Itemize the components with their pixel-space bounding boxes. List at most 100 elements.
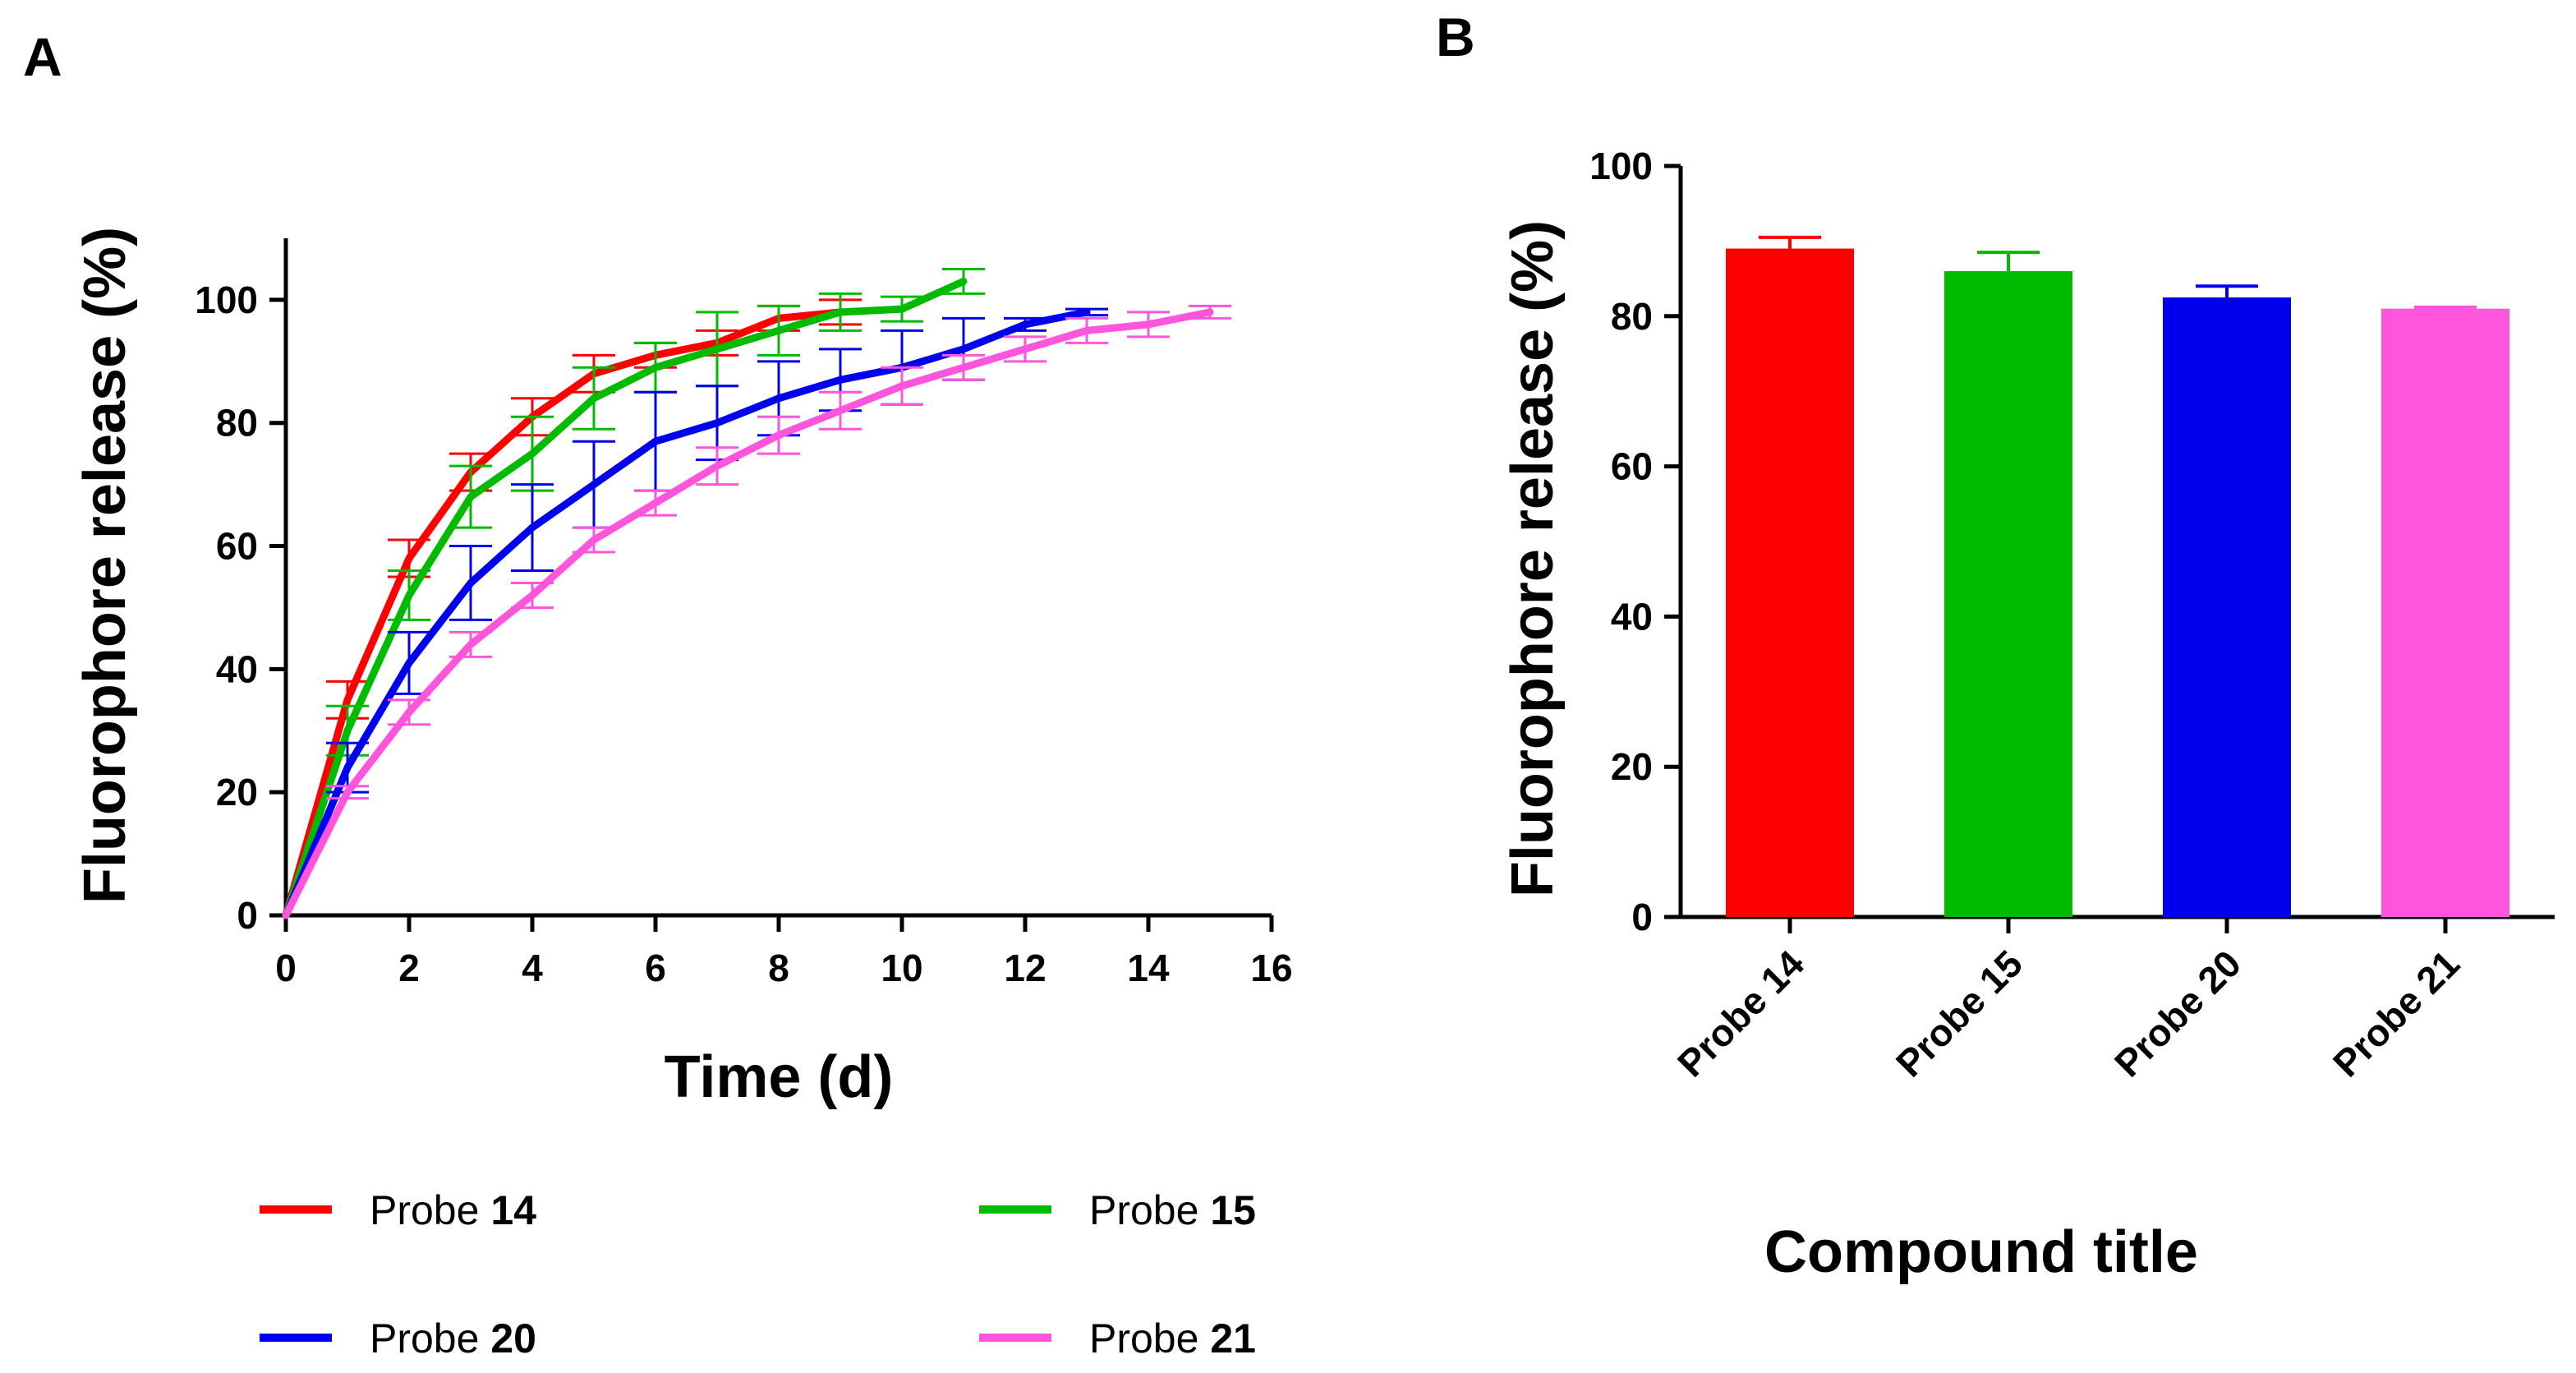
y-tick-label-b: 40 — [1611, 595, 1653, 638]
data-point-20 — [962, 347, 965, 351]
legend-item-20: Probe 20 — [260, 1315, 536, 1361]
data-point-20 — [715, 421, 719, 425]
line-chart-a: 0 20 40 60 80 100 0 2 4 6 8 10 12 14 16 — [195, 238, 1293, 989]
data-point-21 — [469, 643, 472, 647]
data-point-20 — [592, 482, 596, 486]
x-tick-label-b: Probe 15 — [1888, 942, 2031, 1085]
data-point-20 — [407, 661, 411, 665]
data-point-20 — [654, 440, 657, 444]
data-point-21 — [900, 384, 904, 388]
data-point-20 — [469, 581, 472, 585]
series-20 — [282, 307, 1108, 919]
data-point-15 — [962, 279, 965, 283]
series-15 — [282, 267, 985, 919]
data-point-20 — [346, 766, 349, 770]
x-tick-label-a: 10 — [881, 947, 922, 989]
series-21 — [282, 304, 1231, 919]
data-point-21 — [777, 433, 780, 437]
x-tick-label-b: Probe 14 — [1669, 942, 1812, 1085]
data-point-20 — [1024, 322, 1027, 326]
legend-label-name: Probe — [1089, 1315, 1210, 1361]
x-tick-label-b: Probe 20 — [2106, 942, 2249, 1085]
y-tick-label-a: 80 — [216, 402, 258, 445]
legend-label-number: 15 — [1210, 1187, 1256, 1233]
data-point-21 — [715, 464, 719, 468]
legend-label-number: 21 — [1210, 1315, 1256, 1361]
data-point-20 — [531, 526, 534, 530]
x-tick-label-a: 14 — [1127, 947, 1170, 989]
legend-label-20: Probe 20 — [370, 1315, 536, 1361]
data-point-15 — [900, 307, 904, 311]
y-tick-label-b: 80 — [1611, 295, 1653, 338]
legend-label-number: 14 — [490, 1187, 536, 1233]
y-tick-label-b: 0 — [1631, 896, 1653, 938]
y-tick-label-a: 60 — [216, 525, 258, 568]
data-point-20 — [1085, 310, 1088, 314]
legend-label-14: Probe 14 — [370, 1187, 536, 1233]
x-tick-label-a: 2 — [398, 947, 420, 989]
bar-chart-b: 0 20 40 60 80 100 Probe 14 Probe 15 Probe 20 Prob… — [1589, 145, 2555, 1085]
series-line-14 — [282, 308, 844, 919]
x-tick-label-a: 8 — [768, 947, 789, 989]
series-line-20 — [282, 308, 1091, 919]
y-tick-label-a: 100 — [195, 279, 258, 321]
legend-label-number: 20 — [490, 1315, 536, 1361]
data-point-20 — [839, 378, 842, 382]
data-point-21 — [1024, 347, 1027, 351]
y-axis-title-a: Fluorophore release (%) — [72, 227, 138, 904]
bar-4 — [2381, 308, 2509, 917]
series-line-15 — [282, 277, 968, 919]
legend-item-14: Probe 14 — [260, 1187, 536, 1233]
y-tick-label-b: 20 — [1611, 745, 1653, 788]
data-point-21 — [1085, 329, 1088, 333]
x-axis-title-b: Compound title — [1764, 1219, 2198, 1285]
legend-label-21: Probe 21 — [1089, 1315, 1256, 1361]
bar-1 — [1726, 248, 1854, 917]
data-point-21 — [654, 501, 657, 505]
data-point-21 — [284, 914, 288, 917]
data-point-15 — [346, 729, 349, 733]
data-point-15 — [654, 366, 657, 370]
series-line-21 — [282, 308, 1214, 919]
x-tick-label-a: 0 — [275, 947, 297, 989]
y-tick-label-b: 60 — [1611, 445, 1653, 488]
data-point-20 — [777, 396, 780, 400]
data-point-21 — [1147, 322, 1150, 326]
data-point-15 — [839, 310, 842, 314]
x-tick-label-b: Probe 21 — [2325, 942, 2468, 1085]
x-axis-title-a: Time (d) — [665, 1044, 894, 1110]
y-tick-label-a: 0 — [237, 894, 258, 937]
data-point-21 — [839, 408, 842, 412]
data-point-15 — [592, 396, 596, 400]
data-point-15 — [469, 495, 472, 499]
data-point-14 — [407, 556, 411, 560]
data-point-15 — [531, 452, 534, 456]
legend-label-15: Probe 15 — [1089, 1187, 1256, 1233]
legend-item-15: Probe 15 — [979, 1187, 1256, 1233]
data-point-14 — [346, 698, 349, 702]
panel-a-label: A — [23, 26, 62, 87]
data-point-15 — [715, 347, 719, 351]
y-tick-label-a: 40 — [216, 647, 258, 690]
data-point-21 — [592, 538, 596, 542]
x-tick-label-a: 12 — [1004, 947, 1046, 989]
bar-3 — [2163, 297, 2291, 917]
series-14 — [282, 298, 862, 919]
panel-b-label: B — [1436, 7, 1475, 67]
legend-label-name: Probe — [370, 1315, 490, 1361]
data-point-21 — [346, 790, 349, 795]
y-tick-label-b: 100 — [1589, 145, 1653, 187]
data-point-15 — [777, 329, 780, 333]
bar-2 — [1944, 270, 2072, 918]
data-point-21 — [531, 593, 534, 597]
legend-label-name: Probe — [1089, 1187, 1210, 1233]
y-tick-label-a: 20 — [216, 771, 258, 813]
x-tick-label-a: 6 — [645, 947, 666, 989]
y-axis-title-b: Fluorophore release (%) — [1500, 220, 1566, 897]
x-tick-label-a: 4 — [522, 947, 543, 989]
data-point-15 — [407, 593, 411, 597]
data-point-21 — [962, 366, 965, 370]
legend-item-21: Probe 21 — [979, 1315, 1256, 1361]
